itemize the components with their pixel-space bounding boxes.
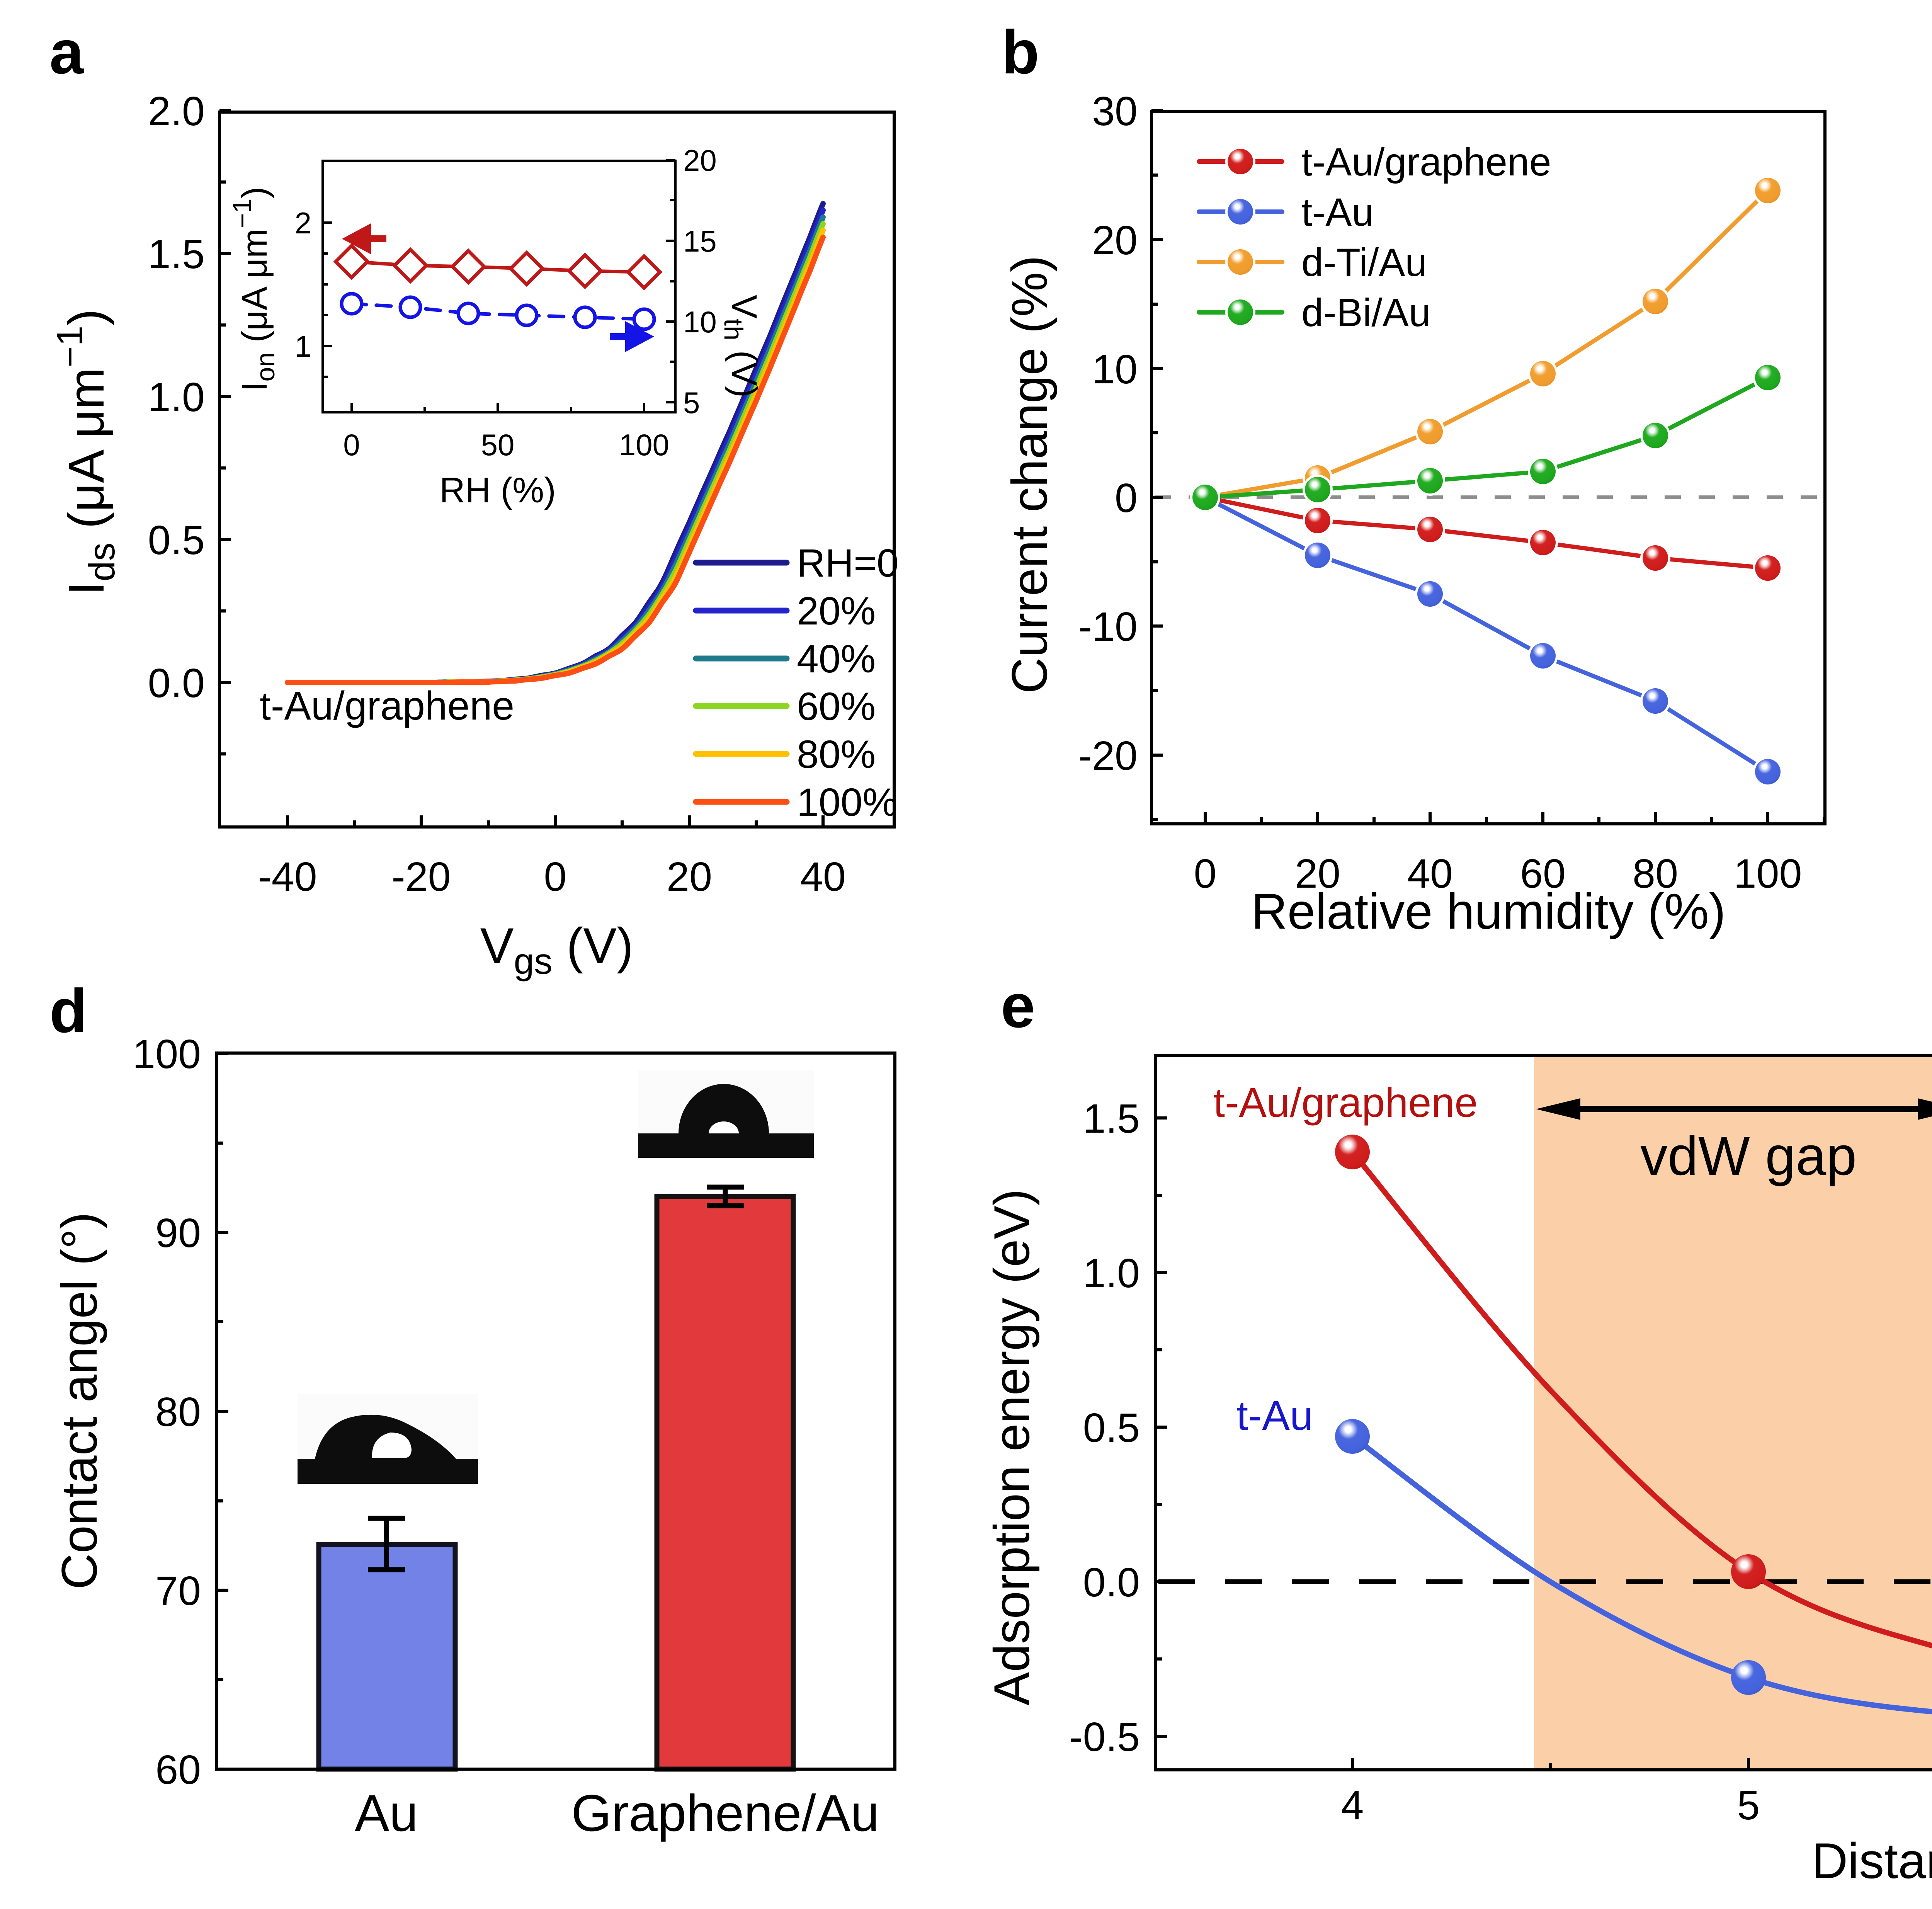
svg-text:1.0: 1.0 [148,374,205,420]
svg-text:2.0: 2.0 [148,88,205,134]
svg-text:d-Bi/Au: d-Bi/Au [1301,291,1431,335]
svg-text:t-Au/graphene: t-Au/graphene [1301,140,1551,184]
svg-text:RH (%): RH (%) [439,471,556,510]
svg-text:40: 40 [800,854,846,900]
svg-text:100%: 100% [797,780,898,824]
svg-text:t-Au/graphene: t-Au/graphene [260,684,514,728]
svg-text:Current change (%): Current change (%) [1001,255,1058,694]
svg-text:70: 70 [155,1568,201,1614]
svg-text:-20: -20 [1078,733,1138,779]
svg-text:20: 20 [1092,218,1138,263]
svg-text:100: 100 [1734,851,1802,897]
svg-text:t-Au: t-Au [1236,1392,1313,1439]
svg-text:b: b [1002,17,1039,87]
svg-text:0.5: 0.5 [1083,1405,1140,1451]
svg-text:1.5: 1.5 [148,231,205,277]
svg-text:100: 100 [619,428,669,462]
svg-text:-40: -40 [258,854,317,900]
svg-text:0: 0 [544,854,567,900]
svg-text:-20: -20 [391,854,451,900]
svg-text:0.0: 0.0 [148,660,205,706]
svg-text:50: 50 [481,428,515,462]
svg-text:4: 4 [1341,1783,1364,1828]
svg-text:60: 60 [155,1747,201,1793]
svg-text:t-Au/graphene: t-Au/graphene [1213,1079,1478,1126]
svg-text:30: 30 [1092,88,1138,134]
svg-text:0.0: 0.0 [1083,1560,1140,1605]
svg-text:5: 5 [683,386,700,420]
svg-text:100: 100 [133,1031,201,1077]
svg-text:1.0: 1.0 [1083,1251,1140,1296]
svg-text:Ion (μA μm−1): Ion (μA μm−1) [228,187,280,391]
svg-text:20%: 20% [797,589,876,633]
svg-text:20: 20 [667,854,712,900]
svg-text:90: 90 [155,1210,201,1256]
svg-text:0.5: 0.5 [148,517,205,563]
svg-text:e: e [1001,971,1035,1040]
svg-text:1.5: 1.5 [1083,1096,1140,1142]
svg-text:60: 60 [1520,851,1566,897]
svg-text:a: a [49,17,84,87]
svg-text:0: 0 [1115,475,1138,521]
svg-text:0: 0 [1194,851,1217,897]
svg-text:20: 20 [683,143,717,177]
svg-text:-0.5: -0.5 [1069,1714,1140,1760]
svg-text:40%: 40% [797,637,876,681]
svg-text:t-Au: t-Au [1301,190,1374,234]
svg-text:Graphene/Au: Graphene/Au [571,1785,879,1842]
svg-text:60%: 60% [797,684,876,728]
svg-text:5: 5 [1737,1783,1760,1828]
svg-text:0: 0 [343,428,360,462]
svg-text:1: 1 [295,329,311,363]
svg-text:2: 2 [295,206,311,240]
svg-text:Au: Au [355,1785,418,1842]
svg-text:Distance (Å): Distance (Å) [1811,1832,1932,1889]
svg-text:80%: 80% [797,732,876,776]
svg-text:RH=0: RH=0 [797,541,899,585]
svg-text:Vgs (V): Vgs (V) [480,917,633,982]
svg-text:-10: -10 [1078,604,1138,650]
svg-text:20: 20 [1295,851,1340,897]
svg-text:10: 10 [1092,347,1138,392]
svg-text:40: 40 [1407,851,1453,897]
svg-text:vdW gap: vdW gap [1640,1125,1857,1187]
svg-text:80: 80 [155,1389,201,1435]
svg-text:Contact angel (°): Contact angel (°) [51,1212,107,1590]
svg-text:15: 15 [683,224,717,258]
svg-text:10: 10 [683,305,717,339]
svg-text:Relative humidity (%): Relative humidity (%) [1251,883,1726,939]
svg-text:Adsorption energy (eV): Adsorption energy (eV) [983,1189,1040,1706]
svg-text:80: 80 [1633,851,1678,897]
svg-text:Vth (V): Vth (V) [719,295,764,398]
svg-text:d-Ti/Au: d-Ti/Au [1301,240,1427,284]
svg-text:d: d [49,976,87,1045]
